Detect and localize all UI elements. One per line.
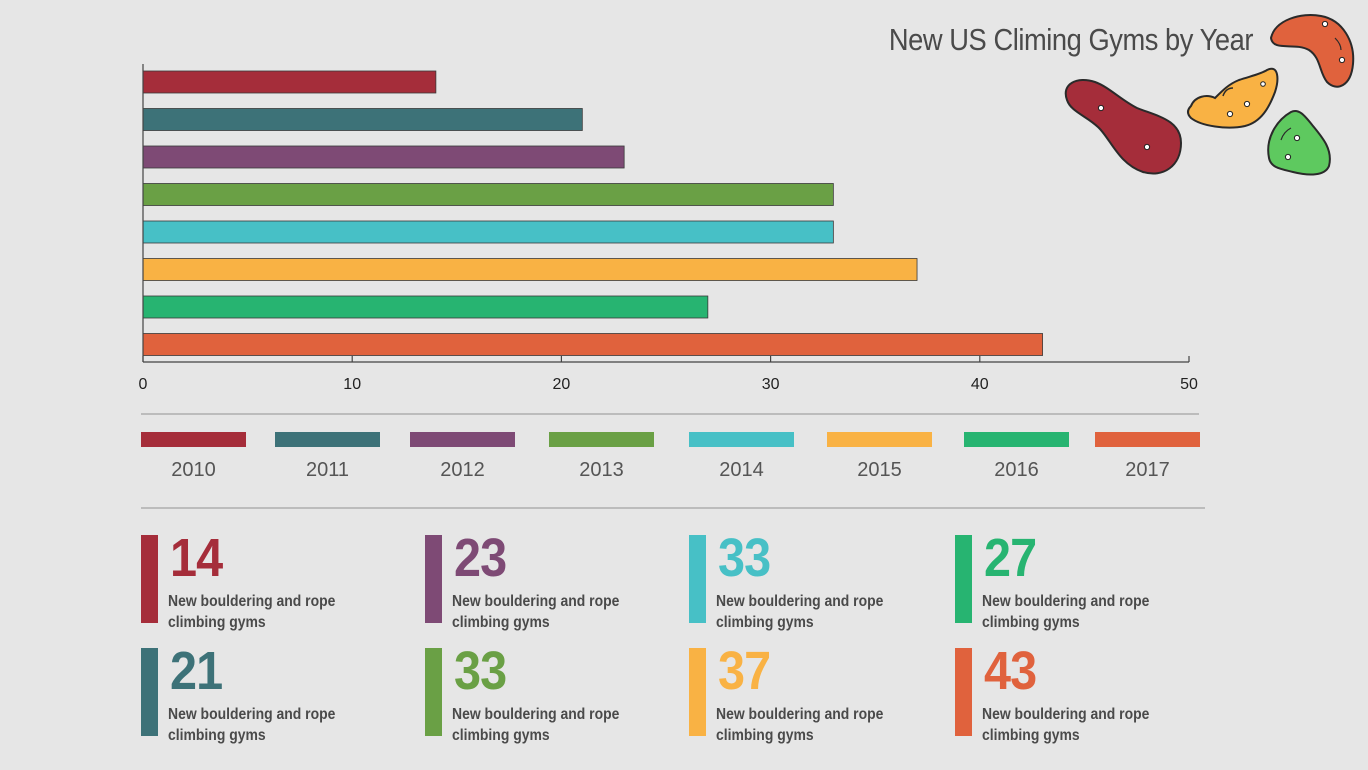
bar-2014 — [142, 220, 834, 244]
legend-label: 2014 — [719, 459, 764, 481]
legend-item-2014: 2014 — [689, 432, 794, 482]
legend-label: 2016 — [994, 459, 1039, 481]
legend-label: 2010 — [171, 459, 216, 481]
legend-label: 2015 — [857, 459, 902, 481]
legend-swatch — [410, 432, 515, 447]
bar-2013 — [142, 183, 834, 206]
stat-accent-bar — [141, 535, 158, 623]
legend-item-2010: 2010 — [141, 432, 246, 482]
legend-swatch — [964, 432, 1069, 447]
legend-label: 2017 — [1125, 459, 1170, 481]
legend-swatch — [827, 432, 932, 447]
x-tick-label: 0 — [139, 376, 148, 393]
legend-item-2016: 2016 — [964, 432, 1069, 482]
stat-accent-bar — [689, 648, 706, 736]
legend-item-2011: 2011 — [275, 432, 380, 482]
stat-value: 27 — [984, 528, 1037, 588]
stat-accent-bar — [141, 648, 158, 736]
legend-swatch — [275, 432, 380, 447]
stat-accent-bar — [425, 535, 442, 623]
stat-description: New bouldering and rope climbing gyms — [716, 706, 884, 744]
bar-2012 — [142, 145, 625, 169]
legend-label: 2012 — [440, 459, 485, 481]
x-tick-label: 10 — [343, 376, 361, 393]
stat-description: New bouldering and rope climbing gyms — [168, 706, 336, 744]
legend-item-2012: 2012 — [410, 432, 515, 482]
stat-value: 33 — [454, 641, 507, 701]
green-climbing-hold-icon — [1267, 110, 1331, 176]
bar-2011 — [142, 108, 583, 131]
stat-description: New bouldering and rope climbing gyms — [452, 706, 620, 744]
legend-label: 2011 — [305, 459, 349, 481]
stat-card-2012: 23 New bouldering and rope climbing gyms — [425, 529, 685, 631]
stat-accent-bar — [689, 535, 706, 623]
bar-2017 — [142, 333, 1043, 356]
legend-swatch — [689, 432, 794, 447]
stat-description: New bouldering and rope climbing gyms — [982, 593, 1150, 631]
red-climbing-hold-icon — [1064, 79, 1183, 175]
stat-card-2017: 43 New bouldering and rope climbing gyms — [955, 642, 1215, 744]
legend-item-2013: 2013 — [549, 432, 654, 482]
legend-item-2015: 2015 — [827, 432, 932, 482]
stat-description: New bouldering and rope climbing gyms — [168, 593, 336, 631]
stat-card-2014: 33 New bouldering and rope climbing gyms — [689, 529, 949, 631]
stat-value: 21 — [170, 641, 223, 701]
stat-description: New bouldering and rope climbing gyms — [982, 706, 1150, 744]
stat-card-2010: 14 New bouldering and rope climbing gyms — [141, 529, 401, 631]
stat-description: New bouldering and rope climbing gyms — [452, 593, 620, 631]
legend-swatch — [549, 432, 654, 447]
legend-swatch — [1095, 432, 1200, 447]
divider-top — [141, 413, 1199, 415]
bar-2015 — [142, 258, 918, 281]
stat-value: 37 — [718, 641, 771, 701]
stat-value: 23 — [454, 528, 507, 588]
bar-chart: 0 10 20 30 40 50 — [139, 64, 1198, 393]
chart-title: New US Climing Gyms by Year — [888, 22, 1254, 57]
bar-2010 — [142, 70, 437, 94]
legend-item-2017: 2017 — [1095, 432, 1200, 482]
x-tick-label: 50 — [1180, 376, 1198, 393]
stat-value: 43 — [984, 641, 1037, 701]
stat-description: New bouldering and rope climbing gyms — [716, 593, 884, 631]
orange-climbing-hold-icon — [1269, 14, 1355, 88]
x-tick-label: 30 — [762, 376, 780, 393]
stat-value: 33 — [718, 528, 771, 588]
legend-label: 2013 — [579, 459, 624, 481]
bar-2016 — [142, 295, 709, 319]
divider-bottom — [141, 507, 1205, 509]
yellow-climbing-hold-icon — [1187, 67, 1279, 129]
stat-card-2013: 33 New bouldering and rope climbing gyms — [425, 642, 685, 744]
stat-accent-bar — [955, 648, 972, 736]
stat-card-2011: 21 New bouldering and rope climbing gyms — [141, 642, 401, 744]
stat-accent-bar — [425, 648, 442, 736]
climbing-holds-illustration — [1064, 14, 1355, 176]
stat-card-2015: 37 New bouldering and rope climbing gyms — [689, 642, 949, 744]
x-tick-label: 40 — [971, 376, 989, 393]
stat-value: 14 — [170, 528, 223, 588]
x-tick-label: 20 — [553, 376, 571, 393]
stat-card-2016: 27 New bouldering and rope climbing gyms — [955, 529, 1215, 631]
legend-swatch — [141, 432, 246, 447]
stat-accent-bar — [955, 535, 972, 623]
